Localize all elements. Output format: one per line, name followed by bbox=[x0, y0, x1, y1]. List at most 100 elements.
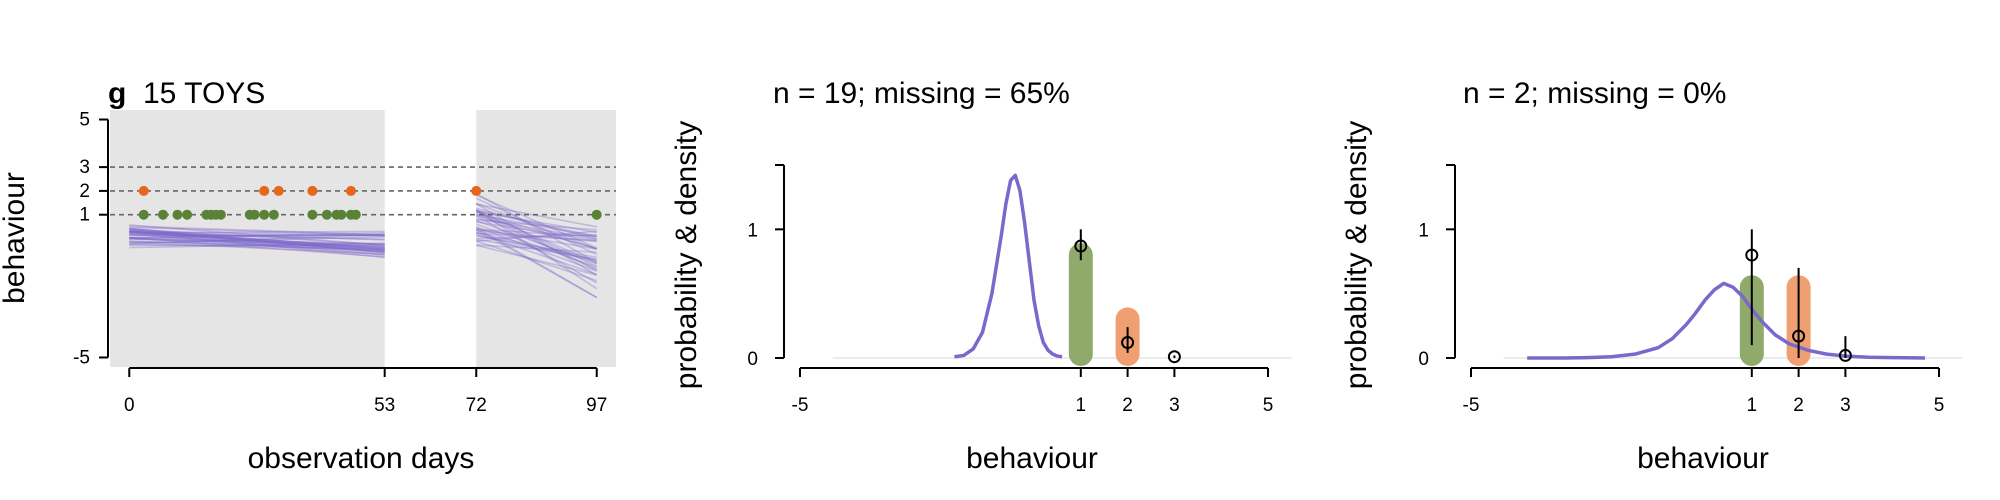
x-tick-label: 2 bbox=[1122, 395, 1133, 416]
x-tick-label: 0 bbox=[124, 395, 135, 416]
posterior-line-a bbox=[129, 236, 385, 245]
observed-point bbox=[1121, 336, 1135, 350]
posterior-line-b bbox=[476, 210, 597, 234]
posterior-line-b bbox=[476, 228, 597, 238]
data-point bbox=[273, 185, 284, 196]
posterior-line-b bbox=[475, 203, 598, 276]
panel-letter: g bbox=[108, 77, 126, 110]
posterior-line-b bbox=[475, 194, 598, 249]
panel-density-1-title: n = 19; missing = 65% bbox=[773, 77, 1070, 110]
posterior-line-b bbox=[476, 232, 597, 242]
posterior-line-b bbox=[476, 214, 597, 250]
x-tick-label: -5 bbox=[1463, 395, 1480, 416]
posterior-line-a bbox=[129, 225, 385, 236]
density-curve bbox=[954, 173, 1063, 359]
y-tick-label: 5 bbox=[79, 110, 90, 131]
posterior-line-b bbox=[476, 213, 597, 238]
observed-point bbox=[1838, 348, 1852, 362]
x-tick-label: 3 bbox=[1840, 395, 1851, 416]
x-tick-label: 2 bbox=[1793, 395, 1804, 416]
data-point bbox=[591, 209, 602, 220]
posterior-line-a bbox=[129, 238, 385, 248]
posterior-line-a bbox=[129, 238, 385, 246]
panel-density-1-ylabel: probability & density bbox=[670, 121, 703, 389]
posterior-line-b bbox=[475, 215, 598, 284]
posterior-line-b bbox=[476, 221, 597, 242]
data-point bbox=[259, 209, 270, 220]
posterior-line-a bbox=[129, 233, 385, 239]
data-point bbox=[138, 185, 149, 196]
posterior-line-a bbox=[129, 236, 385, 244]
y-tick-label: 3 bbox=[79, 157, 90, 178]
posterior-line-a bbox=[129, 242, 385, 249]
posterior-line-a bbox=[129, 231, 385, 251]
data-point bbox=[138, 209, 149, 220]
posterior-line-a bbox=[129, 231, 385, 251]
posterior-line-b bbox=[475, 210, 598, 271]
x-tick-label: 72 bbox=[466, 395, 487, 416]
panel-density-1-xlabel: behaviour bbox=[966, 442, 1098, 475]
posterior-line-b bbox=[475, 209, 598, 268]
posterior-line-a bbox=[129, 229, 385, 249]
posterior-line-a bbox=[129, 233, 385, 253]
observed-point bbox=[1792, 329, 1806, 343]
posterior-line-b bbox=[475, 226, 598, 299]
posterior-line-b bbox=[476, 233, 597, 240]
x-tick-label: 97 bbox=[586, 395, 607, 416]
data-point bbox=[471, 185, 482, 196]
data-point bbox=[259, 185, 270, 196]
y-tick-label: 0 bbox=[1418, 349, 1429, 370]
observed-period-1 bbox=[476, 110, 616, 367]
data-point bbox=[321, 209, 332, 220]
data-point bbox=[350, 209, 361, 220]
posterior-line-b bbox=[476, 244, 597, 254]
x-tick-label: 5 bbox=[1934, 395, 1945, 416]
posterior-line-a bbox=[129, 241, 385, 255]
observed-point bbox=[1167, 350, 1181, 364]
posterior-line-a bbox=[129, 228, 385, 246]
posterior-line-a bbox=[129, 230, 385, 252]
panel-density-1: n = 19; missing = 65% behaviour probabil… bbox=[670, 77, 1292, 475]
posterior-line-b bbox=[476, 209, 597, 238]
posterior-line-b bbox=[476, 211, 597, 250]
posterior-line-b bbox=[475, 223, 597, 269]
panel-g-timeseries: g 15 TOYS observation days behaviour -5 1… bbox=[0, 77, 616, 475]
panel-g-ylabel: behaviour bbox=[0, 172, 31, 304]
panel-density-2-ylabel: probability & density bbox=[1340, 121, 1373, 389]
posterior-line-b bbox=[475, 226, 597, 272]
posterior-line-b bbox=[475, 228, 598, 299]
posterior-line-a bbox=[129, 229, 385, 253]
observed-point bbox=[1745, 248, 1759, 262]
panel-density-2-title: n = 2; missing = 0% bbox=[1463, 77, 1726, 110]
posterior-line-a bbox=[129, 240, 385, 251]
posterior-line-b bbox=[476, 238, 597, 261]
y-tick-label: 2 bbox=[79, 181, 90, 202]
data-point bbox=[345, 185, 356, 196]
posterior-line-a bbox=[129, 240, 385, 249]
posterior-line-b bbox=[476, 234, 597, 262]
data-point bbox=[307, 185, 318, 196]
posterior-line-a bbox=[129, 233, 385, 245]
posterior-line-b bbox=[475, 209, 598, 290]
posterior-line-a bbox=[129, 232, 385, 241]
posterior-line-a bbox=[129, 236, 385, 258]
posterior-line-a bbox=[129, 237, 385, 253]
density-curve bbox=[1527, 281, 1925, 360]
posterior-line-a bbox=[129, 232, 385, 239]
panel-g-xlabel: observation days bbox=[248, 442, 475, 475]
observed-period-0 bbox=[110, 110, 385, 367]
panel-density-2: n = 2; missing = 0% behaviour probabilit… bbox=[1340, 77, 1963, 475]
posterior-line-b bbox=[476, 207, 597, 240]
posterior-line-b bbox=[475, 232, 597, 276]
y-tick-label: 1 bbox=[747, 220, 758, 241]
data-point bbox=[215, 209, 226, 220]
posterior-line-a bbox=[129, 231, 385, 241]
posterior-line-a bbox=[129, 229, 385, 250]
panel-density-2-xlabel: behaviour bbox=[1637, 442, 1769, 475]
posterior-line-a bbox=[129, 227, 385, 251]
posterior-line-a bbox=[129, 230, 385, 256]
posterior-line-a bbox=[129, 243, 385, 251]
y-tick-label: -5 bbox=[73, 347, 90, 368]
probability-bar bbox=[1068, 243, 1093, 366]
